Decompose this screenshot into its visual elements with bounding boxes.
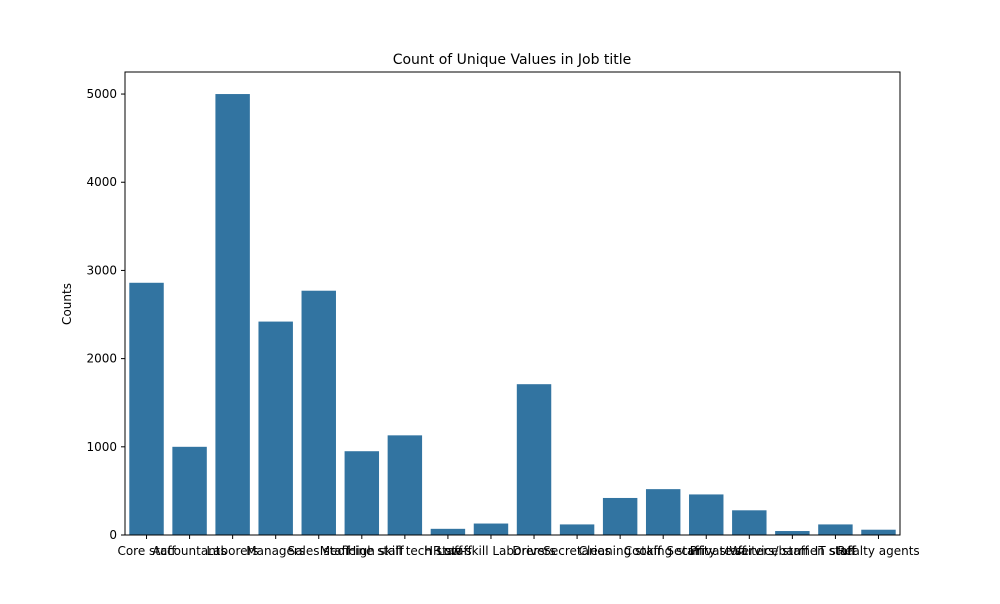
x-tick-label: Medicine staff — [320, 544, 405, 558]
bar-realty-agents — [861, 529, 896, 535]
chart-title: Count of Unique Values in Job title — [393, 52, 632, 68]
bar-cooking-staff — [645, 489, 681, 535]
bar-sales-staff — [301, 290, 336, 535]
bars-group — [129, 94, 896, 536]
x-tick-label: Realty agents — [837, 544, 919, 558]
bar-hr-staff — [430, 528, 466, 535]
x-tick-label: Secretaries — [543, 544, 611, 558]
plot-frame — [124, 71, 901, 536]
x-tick-label: Drivers — [512, 544, 555, 558]
bar-waiters-barmen-staff — [775, 531, 810, 535]
bar-managers — [258, 321, 293, 535]
y-axis: 0 1000 2000 3000 4000 5000 — [86, 87, 125, 542]
y-tick-label: 2000 — [86, 352, 117, 366]
x-tick-label: Sales staff — [288, 544, 351, 558]
x-tick-label: Low-skill Laborers — [437, 544, 544, 558]
bar-high-skill-tech-staff — [387, 435, 423, 535]
y-tick-label: 4000 — [86, 175, 117, 189]
x-tick-label: IT staff — [815, 544, 857, 558]
x-tick-label: Laborers — [207, 544, 259, 558]
y-tick-label: 5000 — [86, 87, 117, 101]
x-tick-label: Managers — [246, 544, 305, 558]
bar-cleaning-staff — [602, 497, 638, 535]
y-tick-label: 3000 — [86, 263, 117, 277]
x-tick-label: Waiters/barmen staff — [729, 544, 856, 558]
bar-it-staff — [818, 524, 853, 535]
bar-low-skill-laborers — [473, 523, 509, 535]
y-axis-label: Counts — [60, 283, 74, 325]
bar-secretaries — [559, 524, 595, 535]
bar-medicine-staff — [344, 451, 380, 535]
y-tick-label: 0 — [109, 528, 117, 542]
x-tick-label: Core staff — [117, 544, 176, 558]
bar-drivers — [516, 384, 552, 535]
x-tick-label: Accountants — [152, 544, 226, 558]
x-tick-label: HR staff — [424, 544, 472, 558]
bar-laborers — [215, 94, 250, 536]
x-tick-label: Security staff — [666, 544, 746, 558]
bar-accountants — [172, 446, 207, 535]
bar-private-service-staff — [732, 510, 767, 535]
x-tick-label: Private service staff — [690, 544, 810, 558]
x-axis: Core staffAccountantsLaborersManagersSal… — [117, 535, 920, 558]
y-tick-label: 1000 — [86, 440, 117, 454]
x-tick-label: Cooking staff — [624, 544, 704, 558]
x-tick-label: Cleaning staff — [579, 544, 663, 558]
bar-core-staff — [129, 282, 164, 535]
x-tick-label: High skill tech staff — [347, 544, 463, 558]
bar-security-staff — [689, 494, 724, 535]
